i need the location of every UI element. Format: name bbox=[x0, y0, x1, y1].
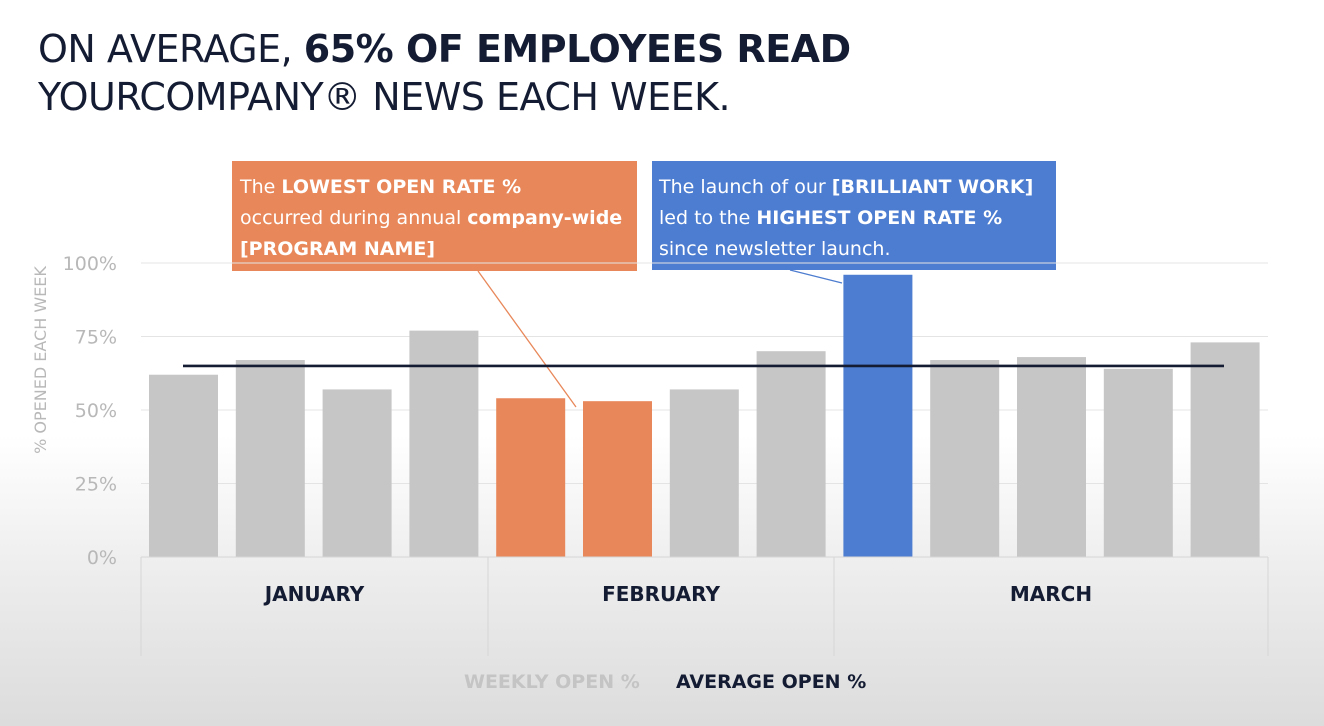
bar-week-7 bbox=[669, 389, 739, 557]
highest-callout-bold-1: [BRILLIANT WORK] bbox=[831, 176, 1034, 198]
legend-weekly-open: WEEKLY OPEN % bbox=[464, 671, 640, 693]
bar-week-6 bbox=[583, 401, 652, 557]
y-tick-label: 50% bbox=[75, 400, 117, 422]
bar-week-12 bbox=[1103, 368, 1173, 557]
lowest-rate-callout: The LOWEST OPEN RATE % occurred during a… bbox=[232, 161, 637, 271]
bar-week-2 bbox=[235, 360, 305, 557]
bar-week-11 bbox=[1017, 357, 1086, 557]
lowest-callout-bold-1: LOWEST OPEN RATE % bbox=[281, 176, 522, 198]
highest-callout-text-1: The launch of our bbox=[659, 176, 832, 198]
title-line-1: ON AVERAGE, 65% OF EMPLOYEES READ bbox=[38, 26, 851, 72]
bar-week-9 bbox=[843, 274, 913, 557]
y-tick-label: 0% bbox=[87, 547, 117, 569]
y-axis-title: % OPENED EACH WEEK bbox=[31, 266, 50, 454]
bar-week-1 bbox=[149, 374, 218, 557]
bar-week-4 bbox=[409, 330, 479, 557]
bar-week-10 bbox=[930, 360, 1000, 557]
lowest-callout-bold-2: company-wide bbox=[467, 207, 623, 229]
slide-title: ON AVERAGE, 65% OF EMPLOYEES READ YOURCO… bbox=[38, 26, 851, 122]
lowest-callout-text-1: The bbox=[240, 176, 282, 198]
bar-week-5 bbox=[496, 398, 566, 557]
y-tick-label: 25% bbox=[75, 474, 117, 496]
orange-callout-leader bbox=[477, 270, 577, 408]
title-plain: ON AVERAGE, bbox=[38, 27, 304, 71]
highest-callout-bold-2: HIGHEST OPEN RATE % bbox=[756, 207, 1003, 229]
title-bold: 65% OF EMPLOYEES READ bbox=[303, 27, 851, 71]
x-group-label-february: FEBRUARY bbox=[602, 582, 720, 606]
lowest-callout-bold-3: [PROGRAM NAME] bbox=[240, 238, 436, 260]
highest-rate-callout: The launch of our [BRILLIANT WORK] led t… bbox=[652, 161, 1056, 270]
x-group-label-march: MARCH bbox=[1010, 582, 1092, 606]
lowest-callout-text-2: occurred during annual bbox=[240, 207, 468, 229]
blue-callout-leader bbox=[789, 269, 843, 284]
title-line-2: YOURCOMPANY® NEWS EACH WEEK. bbox=[38, 75, 731, 119]
highest-callout-text-2: led to the bbox=[659, 207, 757, 229]
bar-week-8 bbox=[756, 351, 826, 557]
bar-week-3 bbox=[322, 389, 392, 557]
y-tick-label: 75% bbox=[75, 327, 117, 349]
x-group-label-january: JANUARY bbox=[263, 582, 365, 606]
y-tick-label: 100% bbox=[63, 253, 117, 275]
bar-week-13 bbox=[1190, 342, 1260, 557]
legend-average-open: AVERAGE OPEN % bbox=[676, 671, 867, 693]
highest-callout-text-3: since newsletter launch. bbox=[659, 238, 891, 260]
